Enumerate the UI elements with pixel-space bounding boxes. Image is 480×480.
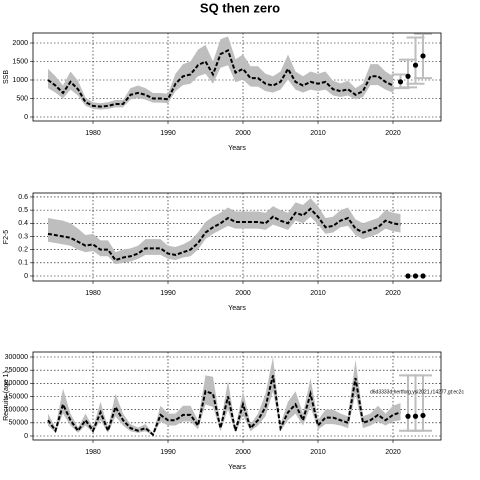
- y-tick-label: 50000: [9, 420, 29, 427]
- y-axis-title: SSB: [3, 70, 10, 84]
- projection-point: [405, 273, 411, 279]
- y-tick-label: 0.2: [18, 246, 28, 253]
- projection-point: [420, 412, 426, 419]
- confidence-band: [48, 198, 401, 265]
- projection-point: [420, 273, 426, 279]
- y-tick-label: 0.1: [18, 260, 28, 267]
- y-axis-title: F2-5: [3, 230, 10, 245]
- projection-point: [397, 79, 404, 85]
- x-axis-title: Years: [228, 145, 246, 152]
- x-tick-label: 1980: [85, 449, 101, 456]
- projection-point: [420, 53, 426, 59]
- projection-point: [412, 413, 419, 419]
- y-tick-label: 0.5: [18, 207, 28, 214]
- y-tick-label: 0: [24, 273, 28, 280]
- y-tick-label: 0: [24, 433, 28, 440]
- x-tick-label: 2010: [310, 130, 326, 137]
- x-tick-label: 1990: [160, 290, 176, 297]
- projection-point: [412, 273, 419, 279]
- projection-point: [405, 73, 411, 79]
- y-tick-label: 300000: [5, 354, 28, 361]
- y-tick-label: 100000: [5, 407, 28, 414]
- y-tick-label: 2000: [12, 40, 28, 47]
- y-tick-label: 0.4: [18, 220, 28, 227]
- x-tick-label: 2000: [235, 130, 251, 137]
- x-tick-label: 2010: [310, 290, 326, 297]
- x-tick-label: 1990: [160, 449, 176, 456]
- annotation: d6d3333d,hertforg,ysi2021,r14277,gt:ec2c: [370, 389, 464, 395]
- x-axis-title: Years: [228, 464, 246, 471]
- y-tick-label: 0.6: [18, 194, 28, 201]
- x-tick-label: 2020: [385, 290, 401, 297]
- x-tick-label: 2000: [235, 449, 251, 456]
- x-tick-label: 1980: [85, 290, 101, 297]
- x-tick-label: 2020: [385, 449, 401, 456]
- confidence-band: [48, 36, 393, 110]
- projection-point: [412, 62, 419, 68]
- x-tick-label: 2000: [235, 290, 251, 297]
- y-tick-label: 500: [16, 95, 28, 102]
- plot-frame: [32, 32, 442, 122]
- x-tick-label: 2020: [385, 130, 401, 137]
- y-tick-label: 200000: [5, 380, 28, 387]
- plot-frame: [32, 351, 442, 441]
- projection-point: [405, 413, 411, 419]
- x-tick-label: 2010: [310, 449, 326, 456]
- y-tick-label: 250000: [5, 367, 28, 374]
- y-tick-label: 1500: [12, 58, 28, 65]
- chart-title: SQ then zero: [200, 0, 280, 15]
- x-tick-label: 1980: [85, 130, 101, 137]
- series-line: [47, 375, 401, 437]
- y-tick-label: 0.3: [18, 233, 28, 240]
- y-tick-label: 0: [24, 114, 28, 121]
- y-tick-label: 150000: [5, 393, 28, 400]
- plot-frame: [32, 192, 442, 282]
- x-tick-label: 1990: [160, 130, 176, 137]
- confidence-band: [48, 357, 401, 436]
- y-tick-label: 1000: [12, 77, 28, 84]
- series-line: [47, 48, 394, 108]
- y-axis-title: Recruits (age 1): [3, 371, 10, 421]
- series-line: [47, 207, 401, 262]
- x-axis-title: Years: [228, 305, 246, 312]
